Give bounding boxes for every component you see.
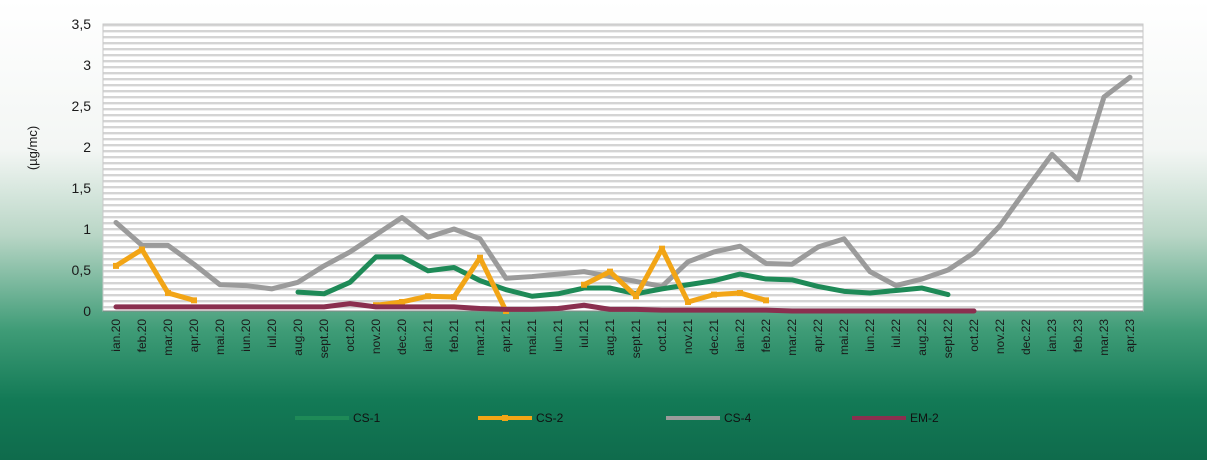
y-tick-label: 1,5 bbox=[72, 180, 92, 196]
legend-label-em-2: EM-2 bbox=[910, 411, 939, 425]
x-tick-label: iun.21 bbox=[551, 319, 565, 352]
x-tick-label: oct.20 bbox=[343, 319, 357, 352]
x-tick-label: sept.22 bbox=[941, 319, 955, 359]
x-tick-label: iul.20 bbox=[265, 319, 279, 348]
x-tick-label: mar.22 bbox=[785, 319, 799, 356]
point-cs-2 bbox=[659, 245, 665, 252]
x-tick-label: apr.21 bbox=[499, 319, 513, 353]
x-tick-label: mai.22 bbox=[837, 319, 851, 355]
x-tick-label: ian.20 bbox=[109, 319, 123, 352]
x-axis-ticks: ian.20 feb.20 mar.20 apr.20 mai.20 iun.20 iul.… bbox=[109, 319, 1137, 359]
point-cs-2 bbox=[139, 246, 145, 253]
y-tick-label: 3,5 bbox=[72, 16, 92, 32]
point-cs-2 bbox=[737, 289, 743, 296]
y-tick-label: 1 bbox=[83, 221, 91, 237]
x-tick-label: oct.21 bbox=[655, 319, 669, 352]
point-cs-2 bbox=[581, 281, 587, 288]
x-tick-label: iun.20 bbox=[239, 319, 253, 352]
y-axis-label: (µg/mc) bbox=[25, 126, 40, 170]
x-tick-label: mar.20 bbox=[161, 319, 175, 356]
x-tick-label: iul.22 bbox=[889, 319, 903, 348]
point-cs-2 bbox=[113, 262, 119, 269]
series-line-cs-1 bbox=[295, 254, 951, 299]
point-cs-2 bbox=[165, 289, 171, 296]
legend-label-cs-2: CS-2 bbox=[536, 411, 564, 425]
x-tick-label: sept.20 bbox=[317, 319, 331, 359]
x-tick-label: ian.21 bbox=[421, 319, 435, 352]
point-cs-2 bbox=[607, 268, 613, 275]
legend-marker bbox=[502, 415, 508, 421]
x-tick-label: ian.22 bbox=[733, 319, 747, 352]
series-line-cs-2 bbox=[581, 246, 769, 305]
x-tick-label: aug.21 bbox=[603, 319, 617, 356]
series-line-cs-4 bbox=[113, 74, 1133, 292]
point-cs-2 bbox=[451, 294, 457, 301]
x-tick-label: iul.21 bbox=[577, 319, 591, 348]
series-line-em-2 bbox=[113, 301, 977, 314]
y-tick-label: 2,5 bbox=[72, 98, 92, 114]
y-tick-label: 3 bbox=[83, 57, 91, 73]
x-tick-label: nov.22 bbox=[993, 319, 1007, 354]
point-cs-2 bbox=[399, 298, 405, 305]
y-tick-label: 0 bbox=[83, 303, 91, 319]
x-tick-label: feb.21 bbox=[447, 319, 461, 353]
x-tick-label: iun.22 bbox=[863, 319, 877, 352]
x-tick-label: feb.22 bbox=[759, 319, 773, 353]
point-cs-2 bbox=[711, 291, 717, 298]
x-tick-label: mar.21 bbox=[473, 319, 487, 356]
x-tick-label: apr.22 bbox=[811, 319, 825, 353]
x-tick-label: nov.20 bbox=[369, 319, 383, 354]
legend: CS-1 CS-2 CS-4 EM-2 bbox=[295, 411, 939, 425]
x-tick-label: mai.21 bbox=[525, 319, 539, 355]
x-tick-label: apr.20 bbox=[187, 319, 201, 353]
x-tick-label: aug.22 bbox=[915, 319, 929, 356]
point-cs-2 bbox=[425, 293, 431, 300]
x-tick-label: dec.20 bbox=[395, 319, 409, 355]
x-tick-label: apr.23 bbox=[1123, 319, 1137, 353]
y-tick-label: 0,5 bbox=[72, 262, 92, 278]
y-tick-label: 2 bbox=[83, 139, 91, 155]
x-tick-label: sept.21 bbox=[629, 319, 643, 359]
x-tick-label: aug.20 bbox=[291, 319, 305, 356]
series-line-cs-2 bbox=[373, 255, 509, 314]
y-axis-ticks: 0 0,5 1 1,5 2 2,5 3 3,5 bbox=[72, 16, 92, 319]
x-tick-label: feb.20 bbox=[135, 319, 149, 353]
series-layer bbox=[113, 74, 1133, 314]
x-tick-label: feb.23 bbox=[1071, 319, 1085, 353]
point-cs-2 bbox=[633, 293, 639, 300]
point-cs-2 bbox=[763, 297, 769, 304]
x-tick-label: oct.22 bbox=[967, 319, 981, 352]
x-tick-label: ian.23 bbox=[1045, 319, 1059, 352]
x-tick-label: nov.21 bbox=[681, 319, 695, 354]
point-cs-2 bbox=[191, 297, 197, 304]
point-cs-2 bbox=[685, 298, 691, 305]
x-tick-label: dec.21 bbox=[707, 319, 721, 355]
legend-label-cs-1: CS-1 bbox=[353, 411, 381, 425]
point-cs-2 bbox=[477, 254, 483, 261]
series-line-cs-2 bbox=[113, 247, 197, 303]
x-tick-label: dec.22 bbox=[1019, 319, 1033, 355]
plot-area bbox=[102, 23, 1144, 312]
x-tick-label: mar.23 bbox=[1097, 319, 1111, 356]
legend-label-cs-4: CS-4 bbox=[724, 411, 752, 425]
x-tick-label: mai.20 bbox=[213, 319, 227, 355]
